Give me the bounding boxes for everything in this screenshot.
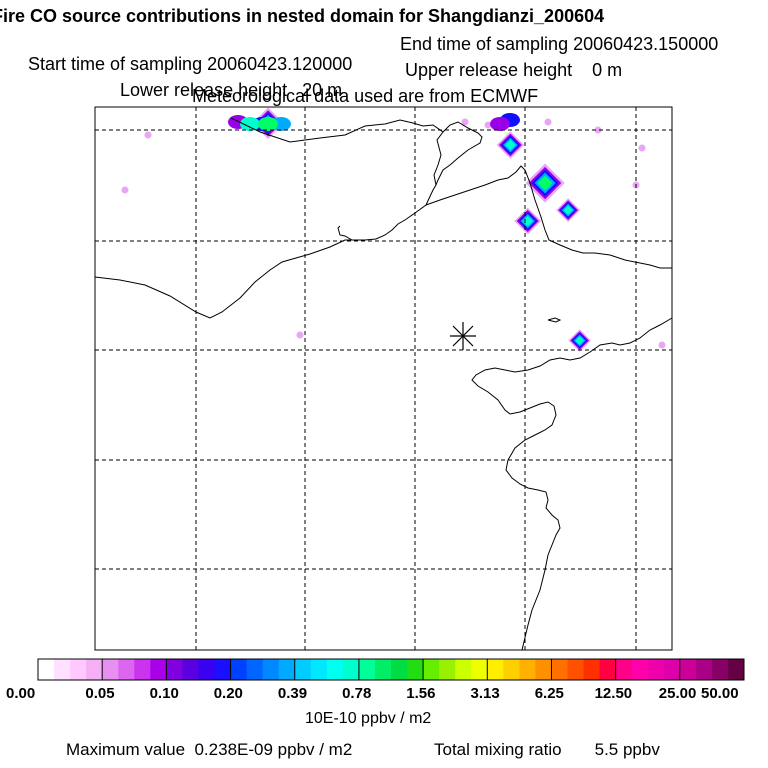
colorbar-swatch — [471, 659, 488, 680]
colorbar-tick-label: 12.50 — [594, 685, 633, 702]
met-data-label: Meteorological data used are from ECMWF — [192, 86, 539, 106]
colorbar-swatch — [54, 659, 71, 680]
island-coastline — [547, 317, 562, 323]
colorbar-swatch — [358, 659, 376, 680]
station-marker — [450, 322, 476, 350]
colorbar-swatch — [631, 659, 649, 680]
colorbar-swatch — [567, 659, 585, 680]
ne-hotspot-1 — [505, 139, 516, 151]
trace-spot — [484, 121, 492, 129]
colorbar-tick-label: 50.00 — [701, 685, 739, 702]
ne-hotspot-2 — [537, 175, 553, 191]
ne-hotspot-3 — [522, 215, 533, 227]
colorbar-tick-label: 0.39 — [277, 685, 308, 702]
colorbar-swatch — [663, 659, 681, 680]
colorbar-tick-label: 0.00 — [6, 685, 36, 702]
plume-band — [490, 117, 510, 131]
plume-band — [258, 117, 278, 131]
trace-spot — [121, 186, 129, 194]
colorbar-swatch — [487, 659, 504, 680]
colorbar-swatch — [310, 659, 328, 680]
plume-band — [240, 117, 260, 131]
colorbar-swatch — [439, 659, 456, 680]
colorbar-swatch — [711, 659, 729, 680]
east-coast-spot — [575, 336, 584, 345]
colorbar-swatch — [342, 659, 360, 680]
total-mixing-ratio-label: Total mixing ratio 5.5 ppbv — [434, 740, 660, 759]
coastline — [94, 117, 673, 651]
colorbar-swatch — [182, 659, 199, 680]
colorbar-tick-label: 0.78 — [342, 685, 372, 702]
colorbar-swatch — [503, 659, 520, 680]
trace-spot — [594, 126, 602, 134]
sampling-times: Start time of sampling 20060423.120000 E… — [18, 34, 718, 94]
north-coastline — [230, 117, 444, 241]
colorbar-swatch — [326, 659, 344, 680]
colorbar-swatch — [198, 659, 215, 680]
colorbar-swatch — [535, 659, 552, 680]
colorbar-swatch — [727, 659, 745, 680]
colorbar-swatch — [695, 659, 713, 680]
colorbar-tick-label: 0.10 — [149, 685, 179, 702]
colorbar-swatch — [262, 659, 280, 680]
colorbar-swatch — [615, 659, 633, 680]
ne-hotspot-4 — [563, 205, 573, 215]
colorbar-swatch — [102, 659, 119, 680]
northeast-coastline — [425, 165, 672, 269]
trace-spot — [544, 118, 552, 126]
lower-release-label: Lower release height 20 m — [120, 80, 343, 100]
colorbar-swatch — [150, 659, 167, 680]
colorbar-swatch — [599, 659, 617, 680]
colorbar-swatch — [86, 659, 103, 680]
colorbar-swatch — [118, 659, 135, 680]
east-coastline — [471, 317, 673, 651]
colorbar-tick-label: 1.56 — [406, 685, 436, 702]
colorbar-tick-label: 6.25 — [534, 685, 564, 702]
colorbar-swatch — [551, 659, 568, 680]
colorbar-swatch — [134, 659, 151, 680]
colorbar-swatch — [214, 659, 232, 680]
colorbar-tick-label: 0.20 — [213, 685, 243, 702]
colorbar-tick-label: 3.13 — [470, 685, 500, 702]
end-time-label: End time of sampling 20060423.150000 — [400, 34, 719, 54]
colorbar-swatch — [647, 659, 665, 680]
west-land-boundary — [94, 239, 352, 319]
start-time-label: Start time of sampling 20060423.120000 — [28, 54, 353, 74]
colorbar-unit: 10E-10 ppbv / m2 — [305, 710, 432, 727]
colorbar-swatch — [455, 659, 472, 680]
colorbar-swatch — [70, 659, 87, 680]
colorbar-swatch — [230, 659, 248, 680]
max-value-label: Maximum value 0.238E-09 ppbv / m2 — [66, 740, 353, 759]
colorbar-swatch — [519, 659, 536, 680]
chart-title: Fire CO source contributions in nested d… — [0, 6, 605, 26]
colorbar-swatch — [391, 659, 408, 680]
graticule — [95, 107, 672, 650]
trace-spot — [638, 144, 646, 152]
release-heights: Lower release height 20 m Upper release … — [110, 60, 622, 120]
colorbar-swatch — [166, 659, 183, 680]
trace-spot — [461, 118, 469, 126]
colorbar-swatch — [583, 659, 601, 680]
colorbar-swatch — [679, 659, 697, 680]
colorbar-swatch — [278, 659, 296, 680]
colorbar-frame — [37, 658, 745, 681]
colorbar-swatch — [407, 659, 424, 680]
map-frame — [94, 106, 673, 651]
colorbar — [37, 658, 745, 681]
plume-layer — [121, 107, 666, 352]
colorbar-swatch — [38, 659, 55, 680]
upper-release-label: Upper release height 0 m — [405, 60, 623, 80]
bay-coastline — [435, 121, 483, 186]
trace-spot — [296, 331, 304, 339]
trace-spot — [658, 341, 666, 349]
colorbar-swatch — [294, 659, 312, 680]
trace-spot — [144, 131, 152, 139]
colorbar-tick-label: 25.00 — [658, 685, 697, 702]
colorbar-swatch — [423, 659, 440, 680]
colorbar-swatch — [246, 659, 264, 680]
colorbar-tick-label: 0.05 — [85, 685, 115, 702]
colorbar-swatch — [374, 659, 392, 680]
